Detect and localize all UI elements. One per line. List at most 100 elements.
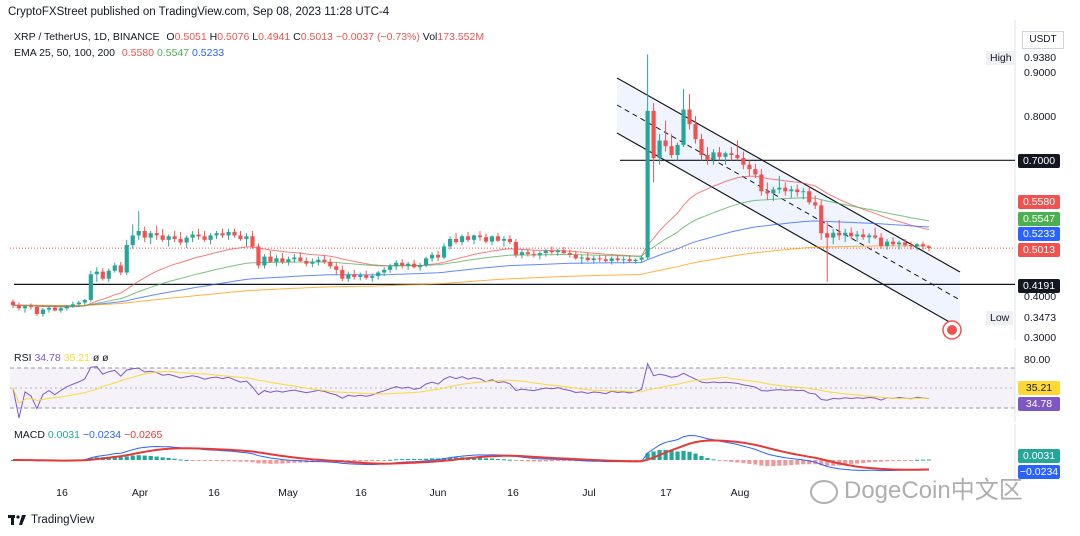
candle-body: [591, 258, 596, 261]
candle-body: [16, 305, 22, 309]
candle-body: [513, 242, 518, 255]
macd-hist-bar: [537, 460, 542, 462]
candle-body: [765, 191, 770, 194]
candle-body: [855, 234, 860, 237]
macd-hist-bar: [471, 457, 477, 460]
macd-hist-bar: [867, 460, 872, 463]
candle-body: [531, 253, 536, 256]
ema-label: EMA 25, 50, 100, 200: [14, 47, 115, 59]
macd-signal-line: [13, 439, 930, 471]
candle-body: [597, 258, 602, 260]
candle-body: [890, 241, 896, 245]
candle-body: [22, 306, 28, 309]
watermark-text: DogeCoin中文区: [844, 477, 1023, 504]
candle-body: [495, 236, 501, 241]
candle-body: [453, 238, 459, 243]
rsi-ma-line: [12, 370, 929, 404]
x-label-5: Jun: [429, 487, 447, 499]
candle-body: [723, 153, 728, 157]
candle-body: [717, 152, 722, 157]
candle-body: [190, 234, 195, 238]
macd-hist-bar: [196, 460, 201, 461]
candle-body: [406, 263, 411, 266]
macd-hist-bar: [501, 459, 507, 461]
macd-hist-bar: [292, 460, 297, 463]
candle-body: [489, 236, 495, 242]
x-label-4: 16: [355, 487, 367, 499]
macd-line: [12, 434, 930, 472]
low-value: 0.3473: [1024, 312, 1057, 324]
macd-chart: [10, 424, 1016, 486]
macd-hist-bar: [561, 460, 566, 462]
price-tick-040: 0.4000: [1024, 291, 1057, 303]
candle-body: [112, 265, 117, 271]
macd-hist-bar: [513, 460, 518, 461]
macd-hist-bar: [388, 459, 393, 461]
macd-legend: MACD 0.0031 −0.0234 −0.0265: [14, 429, 162, 441]
macd-hist-bar: [429, 458, 435, 460]
currency-selector[interactable]: USDT: [1022, 31, 1064, 49]
macd-hist-bar: [166, 458, 171, 460]
ema50-tag: 0.5547: [1018, 212, 1060, 226]
candle-body: [483, 237, 489, 242]
price-change: −0.0037 (−0.73%): [335, 31, 420, 43]
macd-hist-bar: [861, 460, 866, 464]
x-label-6: 16: [507, 487, 519, 499]
candle-body: [675, 144, 680, 156]
candle-body: [328, 261, 333, 267]
tradingview-logo-icon: [8, 515, 26, 525]
candle-body: [10, 301, 16, 306]
rsi-legend: RSI 34.78 35.21 ø ø: [14, 352, 109, 364]
price-tick-090: 0.9000: [1024, 67, 1057, 79]
macd-hist-bar: [364, 460, 369, 462]
macd-hist-bar: [885, 460, 890, 462]
candle-body: [885, 241, 890, 247]
candle-body: [447, 238, 453, 247]
candle-body: [573, 254, 578, 259]
candle-body: [759, 174, 764, 192]
macd-hist-bar: [238, 460, 243, 462]
macd-hist-bar: [226, 460, 231, 462]
candle-body: [819, 205, 824, 234]
candle-body: [160, 235, 165, 240]
ohlc-high: 0.5076: [217, 31, 250, 43]
low-label: Low: [986, 311, 1014, 325]
macd-v2: −0.0234: [82, 429, 122, 441]
candle-body: [627, 259, 632, 262]
candle-body: [358, 275, 363, 277]
macd-hist-bar: [358, 460, 363, 462]
candle-body: [615, 258, 620, 261]
ohlc-close: 0.5013: [300, 31, 333, 43]
macd-hist-bar: [142, 455, 147, 460]
ohlc-low: 0.4941: [258, 31, 291, 43]
macd-hist-bar: [286, 460, 291, 464]
candle-body: [896, 242, 902, 245]
candle-body: [64, 306, 69, 309]
candle-body: [861, 234, 866, 238]
macd-hist-bar: [926, 459, 932, 461]
candle-body: [519, 252, 524, 255]
macd-hist-bar: [256, 460, 261, 464]
candle-body: [316, 259, 321, 262]
rsi-ma-value: 35.21: [63, 352, 90, 364]
candle-body: [172, 236, 177, 239]
macd-v1: 0.0031: [47, 429, 80, 441]
rsi-band: [10, 368, 1015, 408]
price-tick-030: 0.3000: [1024, 332, 1057, 344]
macd-label: MACD: [14, 429, 45, 441]
macd-hist-bar: [178, 459, 183, 461]
wechat-icon: [810, 479, 838, 504]
macd-hist-bar: [795, 460, 800, 465]
ema50-line: [12, 197, 930, 307]
channel-fill: [617, 80, 960, 328]
macd-hist-bar: [148, 455, 153, 460]
candle-body: [370, 276, 375, 278]
candle-body: [825, 233, 830, 238]
macd-hist-bar: [711, 459, 716, 461]
candle-body: [687, 109, 692, 125]
candle-body: [705, 155, 710, 160]
candle-body: [465, 236, 471, 240]
macd-hist-bar: [873, 460, 878, 462]
candle-body: [561, 250, 566, 254]
publisher-header: CryptoFXStreet published on TradingView.…: [8, 6, 390, 18]
